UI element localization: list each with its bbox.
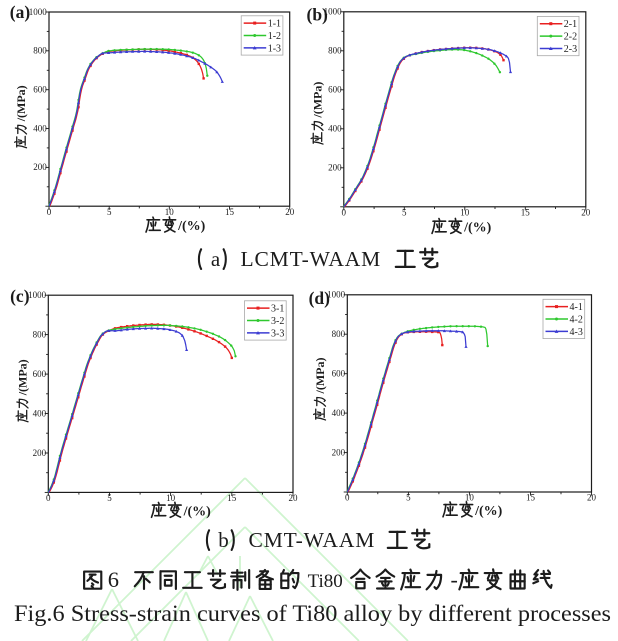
svg-text:(b): (b) — [307, 5, 329, 25]
svg-text:5: 5 — [107, 493, 112, 503]
svg-text:800: 800 — [33, 46, 47, 56]
svg-text:0: 0 — [47, 207, 52, 217]
svg-text:1000: 1000 — [324, 7, 343, 17]
svg-text:600: 600 — [33, 85, 47, 95]
svg-text:10: 10 — [465, 493, 475, 503]
svg-text:400: 400 — [328, 124, 342, 134]
svg-text:200: 200 — [33, 162, 47, 172]
svg-text:/(MPa): /(MPa) — [14, 85, 28, 122]
svg-text:4-3: 4-3 — [570, 327, 583, 338]
svg-text:400: 400 — [332, 408, 346, 418]
svg-text:6: 6 — [108, 567, 119, 592]
svg-text:10: 10 — [166, 493, 176, 503]
svg-text:LCMT-WAAM: LCMT-WAAM — [241, 247, 382, 271]
svg-text:400: 400 — [33, 123, 47, 133]
svg-text:20: 20 — [581, 207, 591, 217]
svg-text:/(%): /(%) — [463, 220, 492, 235]
svg-text:200: 200 — [33, 448, 47, 458]
svg-text:Ti80: Ti80 — [308, 571, 343, 592]
svg-text:1-3: 1-3 — [268, 43, 281, 54]
svg-text:(c): (c) — [10, 286, 30, 306]
svg-text:0: 0 — [345, 493, 350, 503]
svg-text:200: 200 — [332, 447, 346, 457]
svg-text:400: 400 — [33, 408, 47, 418]
svg-text:800: 800 — [33, 329, 47, 339]
svg-text:20: 20 — [285, 207, 295, 217]
svg-text:(a): (a) — [10, 2, 31, 22]
svg-text:15: 15 — [526, 493, 536, 503]
svg-text:3-3: 3-3 — [271, 328, 284, 339]
svg-text:15: 15 — [521, 207, 531, 217]
svg-text:b: b — [218, 528, 229, 552]
svg-text:(d): (d) — [309, 288, 331, 308]
svg-text:20: 20 — [587, 493, 597, 503]
svg-text:600: 600 — [328, 85, 342, 95]
svg-text:/(%): /(%) — [183, 504, 212, 519]
svg-text:1-1: 1-1 — [268, 19, 281, 30]
svg-text:800: 800 — [328, 46, 342, 56]
svg-text:5: 5 — [402, 207, 407, 217]
svg-text:600: 600 — [33, 369, 47, 379]
svg-text:10: 10 — [165, 207, 175, 217]
svg-text:CMT-WAAM: CMT-WAAM — [249, 528, 376, 552]
svg-text:3-1: 3-1 — [271, 304, 284, 315]
svg-text:a: a — [211, 247, 221, 271]
svg-text:15: 15 — [225, 207, 235, 217]
svg-text:/(%): /(%) — [177, 219, 206, 234]
svg-text:1000: 1000 — [29, 7, 48, 17]
svg-text:800: 800 — [332, 329, 346, 339]
svg-text:200: 200 — [328, 163, 342, 173]
svg-text:15: 15 — [227, 493, 237, 503]
svg-text:1000: 1000 — [28, 290, 47, 300]
svg-text:1000: 1000 — [327, 290, 346, 300]
svg-text:/(MPa): /(MPa) — [313, 358, 327, 395]
svg-text:/(MPa): /(MPa) — [15, 359, 29, 396]
svg-text:5: 5 — [107, 207, 112, 217]
svg-text:/(MPa): /(MPa) — [310, 82, 324, 119]
svg-text:-: - — [451, 567, 458, 592]
svg-text:600: 600 — [332, 369, 346, 379]
svg-text:0: 0 — [46, 493, 51, 503]
svg-text:2-2: 2-2 — [564, 32, 577, 43]
svg-text:2-3: 2-3 — [564, 44, 577, 55]
svg-text:10: 10 — [460, 207, 470, 217]
svg-text:/(%): /(%) — [474, 504, 503, 519]
svg-text:0: 0 — [342, 207, 347, 217]
svg-text:Fig.6 Stress-strain curves of: Fig.6 Stress-strain curves of Ti80 alloy… — [14, 601, 611, 627]
svg-text:5: 5 — [406, 493, 411, 503]
svg-text:3-2: 3-2 — [271, 316, 284, 327]
svg-text:20: 20 — [289, 493, 299, 503]
svg-text:4-1: 4-1 — [570, 302, 583, 313]
svg-text:1-2: 1-2 — [268, 31, 281, 42]
svg-text:4-2: 4-2 — [570, 314, 583, 325]
svg-text:2-1: 2-1 — [564, 19, 577, 30]
